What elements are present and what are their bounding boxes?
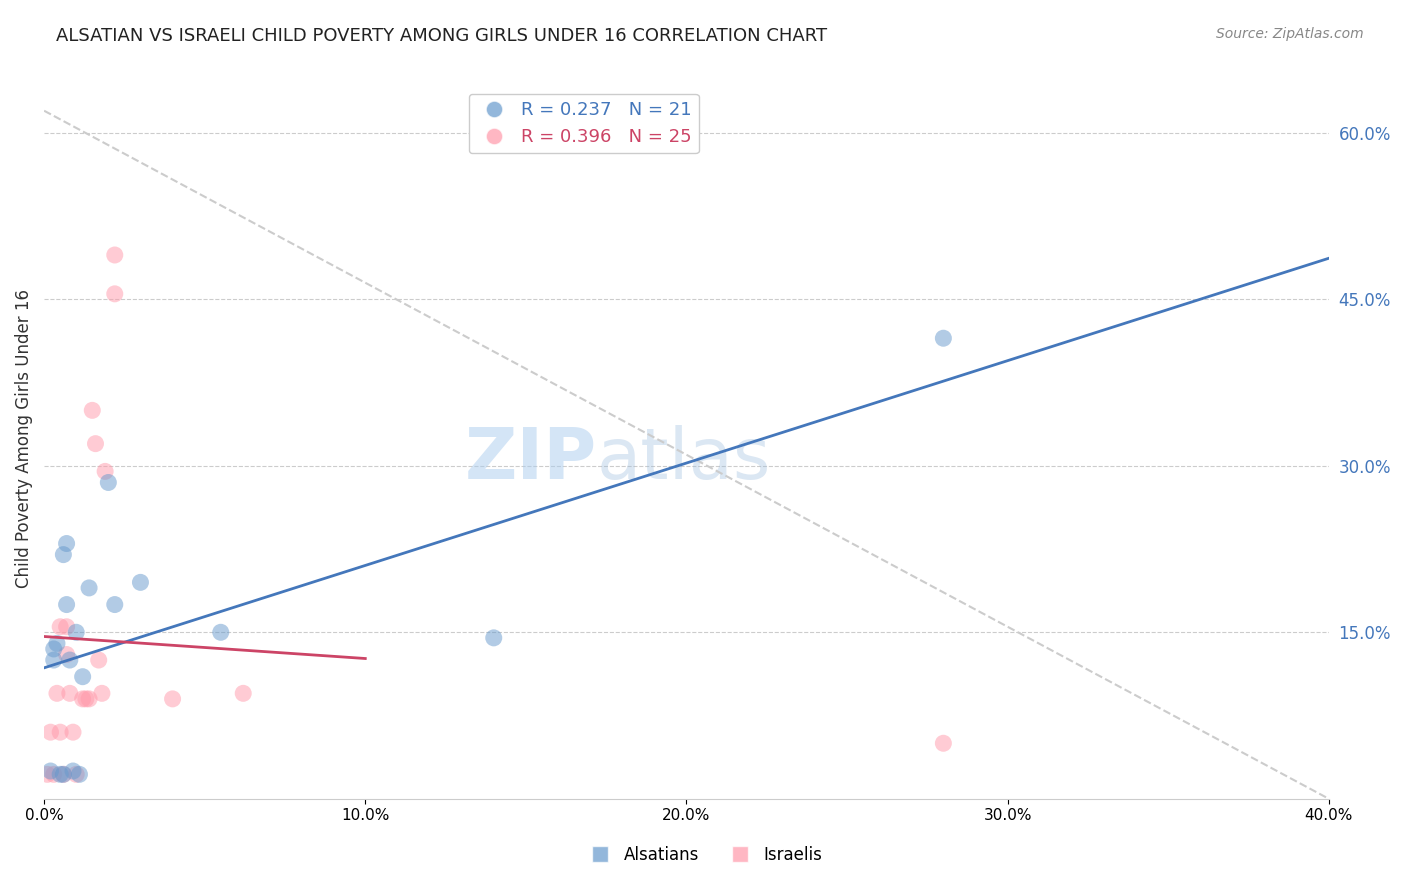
Point xyxy=(65,767,87,781)
Point xyxy=(82,403,104,417)
Point xyxy=(59,686,82,700)
Point xyxy=(232,686,254,700)
Point xyxy=(46,686,69,700)
Y-axis label: Child Poverty Among Girls Under 16: Child Poverty Among Girls Under 16 xyxy=(15,289,32,588)
Point xyxy=(97,475,120,490)
Point xyxy=(55,620,77,634)
Point xyxy=(129,575,152,590)
Point xyxy=(55,536,77,550)
Point xyxy=(77,692,100,706)
Point xyxy=(52,767,75,781)
Point xyxy=(72,692,94,706)
Point xyxy=(932,331,955,345)
Point xyxy=(62,764,84,778)
Text: Source: ZipAtlas.com: Source: ZipAtlas.com xyxy=(1216,27,1364,41)
Point xyxy=(42,653,65,667)
Point xyxy=(104,248,127,262)
Text: ZIP: ZIP xyxy=(464,425,596,494)
Point xyxy=(55,648,77,662)
Point xyxy=(75,692,97,706)
Point xyxy=(209,625,232,640)
Legend: R = 0.237   N = 21, R = 0.396   N = 25: R = 0.237 N = 21, R = 0.396 N = 25 xyxy=(468,94,699,153)
Point xyxy=(42,642,65,657)
Text: atlas: atlas xyxy=(596,425,770,494)
Point xyxy=(46,636,69,650)
Text: ALSATIAN VS ISRAELI CHILD POVERTY AMONG GIRLS UNDER 16 CORRELATION CHART: ALSATIAN VS ISRAELI CHILD POVERTY AMONG … xyxy=(56,27,827,45)
Point xyxy=(69,767,91,781)
Point xyxy=(49,767,72,781)
Point xyxy=(39,725,62,739)
Point xyxy=(39,764,62,778)
Point xyxy=(62,725,84,739)
Point xyxy=(87,653,110,667)
Point xyxy=(482,631,505,645)
Point xyxy=(52,767,75,781)
Point xyxy=(84,436,107,450)
Legend: Alsatians, Israelis: Alsatians, Israelis xyxy=(576,839,830,871)
Point xyxy=(59,653,82,667)
Point xyxy=(932,736,955,750)
Point xyxy=(94,464,117,478)
Point xyxy=(49,620,72,634)
Point xyxy=(72,670,94,684)
Point xyxy=(55,598,77,612)
Point xyxy=(49,725,72,739)
Point xyxy=(162,692,184,706)
Point xyxy=(52,548,75,562)
Point xyxy=(77,581,100,595)
Point xyxy=(42,767,65,781)
Point xyxy=(104,286,127,301)
Point xyxy=(37,767,59,781)
Point xyxy=(65,625,87,640)
Point xyxy=(104,598,127,612)
Point xyxy=(90,686,112,700)
